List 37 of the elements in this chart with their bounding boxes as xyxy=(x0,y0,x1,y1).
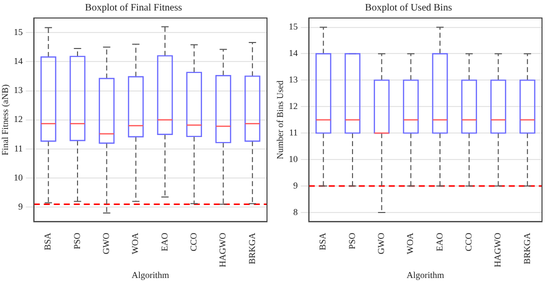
x-tick-label: PSO xyxy=(72,232,82,250)
y-tick-label: 13 xyxy=(288,74,298,85)
x-tick-label: CCO xyxy=(463,232,474,252)
y-tick-label: 11 xyxy=(289,127,298,138)
y-tick-label: 10 xyxy=(288,154,298,164)
y-tick-label: 15 xyxy=(288,22,298,32)
x-tick-label: HAGWO xyxy=(218,232,228,268)
x-tick-label: CCO xyxy=(188,232,198,252)
y-tick-label: 11 xyxy=(14,143,23,154)
y-tick-label: 15 xyxy=(14,26,24,37)
chart-title: Boxplot of Final Fitness xyxy=(85,2,182,14)
x-tick-label: HAGWO xyxy=(492,232,503,268)
x-tick-label: GWO xyxy=(101,232,112,254)
y-tick-label: 8 xyxy=(293,206,298,217)
x-tick-label: BSA xyxy=(42,232,53,250)
y-tick-label: 14 xyxy=(14,56,24,66)
chart-title: Boxplot of Used Bins xyxy=(365,2,452,14)
x-tick-label: WOA xyxy=(130,232,140,254)
x-tick-label: BRKGA xyxy=(246,232,257,264)
x-tick-label: BRKGA xyxy=(522,232,532,264)
y-tick-label: 13 xyxy=(14,85,24,96)
y-axis-title: Final Fitness (aNB) xyxy=(0,84,10,156)
y-tick-label: 14 xyxy=(288,48,298,58)
y-tick-label: 9 xyxy=(18,202,24,212)
x-axis-title: Algorithm xyxy=(132,270,170,280)
y-tick-label: 12 xyxy=(288,100,298,111)
x-tick-label: GWO xyxy=(376,232,386,254)
x-axis-title: Algorithm xyxy=(406,270,444,280)
y-tick-label: 9 xyxy=(293,180,298,190)
x-tick-label: PSO xyxy=(346,232,357,250)
y-tick-label: 10 xyxy=(14,172,24,182)
y-axis-title: Number of Bins Used xyxy=(274,80,285,160)
x-tick-label: EAO xyxy=(434,232,444,252)
x-tick-label: EAO xyxy=(159,232,170,252)
x-tick-label: WOA xyxy=(405,232,416,254)
x-tick-label: BSA xyxy=(318,232,328,250)
y-tick-label: 12 xyxy=(14,114,23,124)
